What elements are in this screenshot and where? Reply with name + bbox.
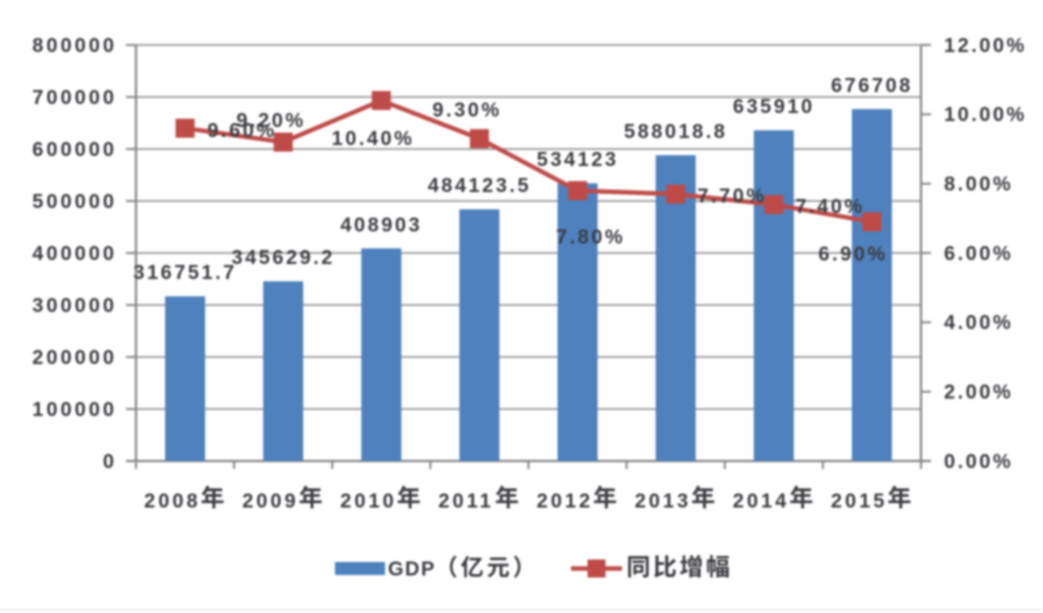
svg-text:10.00%: 10.00% xyxy=(944,104,1027,126)
svg-text:700000: 700000 xyxy=(32,87,117,109)
svg-text:10.40%: 10.40% xyxy=(332,128,415,150)
svg-text:300000: 300000 xyxy=(32,295,117,317)
svg-text:588018.8: 588018.8 xyxy=(624,121,727,143)
svg-text:100000: 100000 xyxy=(32,399,117,421)
svg-text:316751.7: 316751.7 xyxy=(133,262,236,284)
svg-text:2014: 2014 xyxy=(733,491,790,513)
svg-text:408903: 408903 xyxy=(340,214,422,236)
svg-text:GDP: GDP xyxy=(388,558,436,580)
svg-text:484123.5: 484123.5 xyxy=(428,175,531,197)
svg-text:2013: 2013 xyxy=(635,491,692,513)
svg-text:2009: 2009 xyxy=(242,491,299,513)
svg-text:12.00%: 12.00% xyxy=(944,35,1027,57)
svg-text:534123: 534123 xyxy=(537,149,619,171)
svg-text:600000: 600000 xyxy=(32,139,117,161)
svg-text:800000: 800000 xyxy=(32,35,117,57)
svg-text:4.00%: 4.00% xyxy=(944,312,1013,334)
svg-text:2.00%: 2.00% xyxy=(944,382,1013,404)
svg-text:200000: 200000 xyxy=(32,347,117,369)
svg-text:6.90%: 6.90% xyxy=(818,244,887,266)
svg-text:400000: 400000 xyxy=(32,243,117,265)
svg-text:9.20%: 9.20% xyxy=(236,110,305,132)
svg-text:7.70%: 7.70% xyxy=(697,185,766,207)
svg-text:676708: 676708 xyxy=(831,75,913,97)
svg-text:9.30%: 9.30% xyxy=(432,99,501,121)
svg-text:500000: 500000 xyxy=(32,191,117,213)
svg-text:2012: 2012 xyxy=(537,491,594,513)
svg-text:7.40%: 7.40% xyxy=(795,196,864,218)
svg-text:2008: 2008 xyxy=(144,491,201,513)
svg-text:7.80%: 7.80% xyxy=(556,226,625,248)
svg-text:2011: 2011 xyxy=(438,491,493,513)
svg-text:2010: 2010 xyxy=(340,491,397,513)
svg-text:0.00%: 0.00% xyxy=(944,451,1013,473)
svg-text:345629.2: 345629.2 xyxy=(231,247,334,269)
svg-text:2015: 2015 xyxy=(831,491,888,513)
svg-text:0: 0 xyxy=(103,451,117,473)
svg-text:6.00%: 6.00% xyxy=(944,243,1013,265)
svg-text:635910: 635910 xyxy=(733,96,815,118)
svg-text:9.60%: 9.60% xyxy=(207,120,276,142)
svg-text:8.00%: 8.00% xyxy=(944,174,1013,196)
